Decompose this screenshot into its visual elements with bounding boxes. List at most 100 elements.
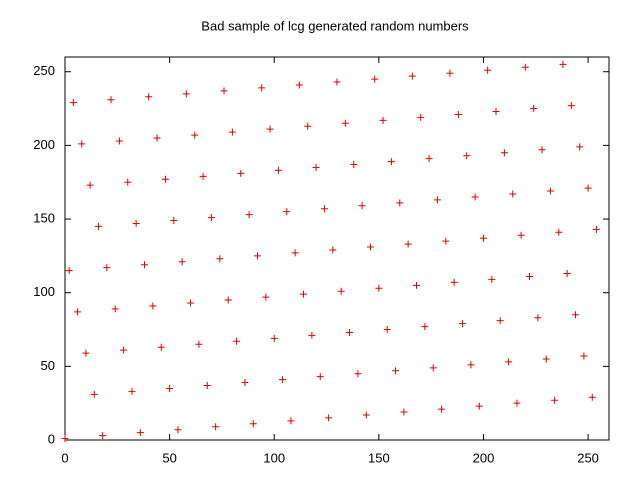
- y-tick-label: 250: [33, 63, 55, 78]
- point: [563, 270, 571, 278]
- point: [354, 370, 362, 378]
- point: [517, 231, 525, 239]
- point: [592, 225, 600, 233]
- point: [442, 237, 450, 245]
- point: [551, 396, 559, 404]
- point: [195, 340, 203, 348]
- point: [237, 169, 245, 177]
- point: [266, 125, 274, 133]
- x-tick-label: 150: [368, 450, 390, 465]
- point: [525, 272, 533, 280]
- point: [333, 78, 341, 86]
- point: [153, 134, 161, 142]
- point: [103, 264, 111, 272]
- point: [371, 75, 379, 83]
- x-tick-label: 200: [473, 450, 495, 465]
- point: [584, 184, 592, 192]
- point: [199, 172, 207, 180]
- point: [404, 240, 412, 248]
- point: [82, 349, 90, 357]
- point: [534, 314, 542, 322]
- point: [166, 384, 174, 392]
- point: [375, 284, 383, 292]
- point: [287, 417, 295, 425]
- point: [270, 334, 278, 342]
- point: [542, 355, 550, 363]
- point: [191, 131, 199, 139]
- point: [220, 87, 228, 95]
- point: [513, 399, 521, 407]
- y-tick-label: 50: [41, 358, 55, 373]
- point: [295, 81, 303, 89]
- point: [484, 66, 492, 74]
- point: [383, 326, 391, 334]
- point: [253, 252, 261, 260]
- point: [392, 367, 400, 375]
- point: [178, 258, 186, 266]
- point: [228, 128, 236, 136]
- point: [559, 60, 567, 68]
- point: [132, 219, 140, 227]
- point: [417, 113, 425, 121]
- point: [161, 175, 169, 183]
- point: [203, 381, 211, 389]
- point: [157, 343, 165, 351]
- point: [346, 328, 354, 336]
- point: [124, 178, 132, 186]
- point: [241, 379, 249, 387]
- point: [454, 110, 462, 118]
- point: [350, 161, 358, 169]
- chart-title: Bad sample of lcg generated random numbe…: [201, 18, 469, 33]
- point: [555, 228, 563, 236]
- point: [90, 390, 98, 398]
- point: [396, 199, 404, 207]
- point: [304, 122, 312, 130]
- point: [479, 234, 487, 242]
- point: [170, 217, 178, 225]
- point: [141, 261, 149, 269]
- point: [187, 299, 195, 307]
- y-tick-label: 0: [48, 431, 55, 446]
- point: [546, 187, 554, 195]
- point: [408, 72, 416, 80]
- point: [262, 293, 270, 301]
- point: [446, 69, 454, 77]
- point: [362, 411, 370, 419]
- point: [450, 278, 458, 286]
- point: [120, 346, 128, 354]
- point: [245, 211, 253, 219]
- point: [500, 149, 508, 157]
- point: [475, 402, 483, 410]
- point: [459, 320, 467, 328]
- point: [400, 408, 408, 416]
- point: [111, 305, 119, 313]
- point: [107, 96, 115, 104]
- point: [316, 373, 324, 381]
- x-tick-label: 50: [162, 450, 176, 465]
- point: [99, 432, 107, 440]
- point: [387, 158, 395, 166]
- x-tick-label: 250: [577, 450, 599, 465]
- point: [366, 243, 374, 251]
- point: [492, 108, 500, 116]
- point: [115, 137, 123, 145]
- point: [488, 275, 496, 283]
- point: [413, 281, 421, 289]
- point: [149, 302, 157, 310]
- point: [433, 196, 441, 204]
- point: [136, 429, 144, 437]
- point: [145, 93, 153, 101]
- point: [94, 222, 102, 230]
- point: [291, 249, 299, 257]
- y-tick-label: 200: [33, 137, 55, 152]
- point: [61, 435, 69, 443]
- point: [320, 205, 328, 213]
- point: [341, 119, 349, 127]
- point: [207, 214, 215, 222]
- point: [471, 193, 479, 201]
- point: [86, 181, 94, 189]
- plot-border: [64, 56, 610, 441]
- point: [588, 393, 596, 401]
- point: [580, 352, 588, 360]
